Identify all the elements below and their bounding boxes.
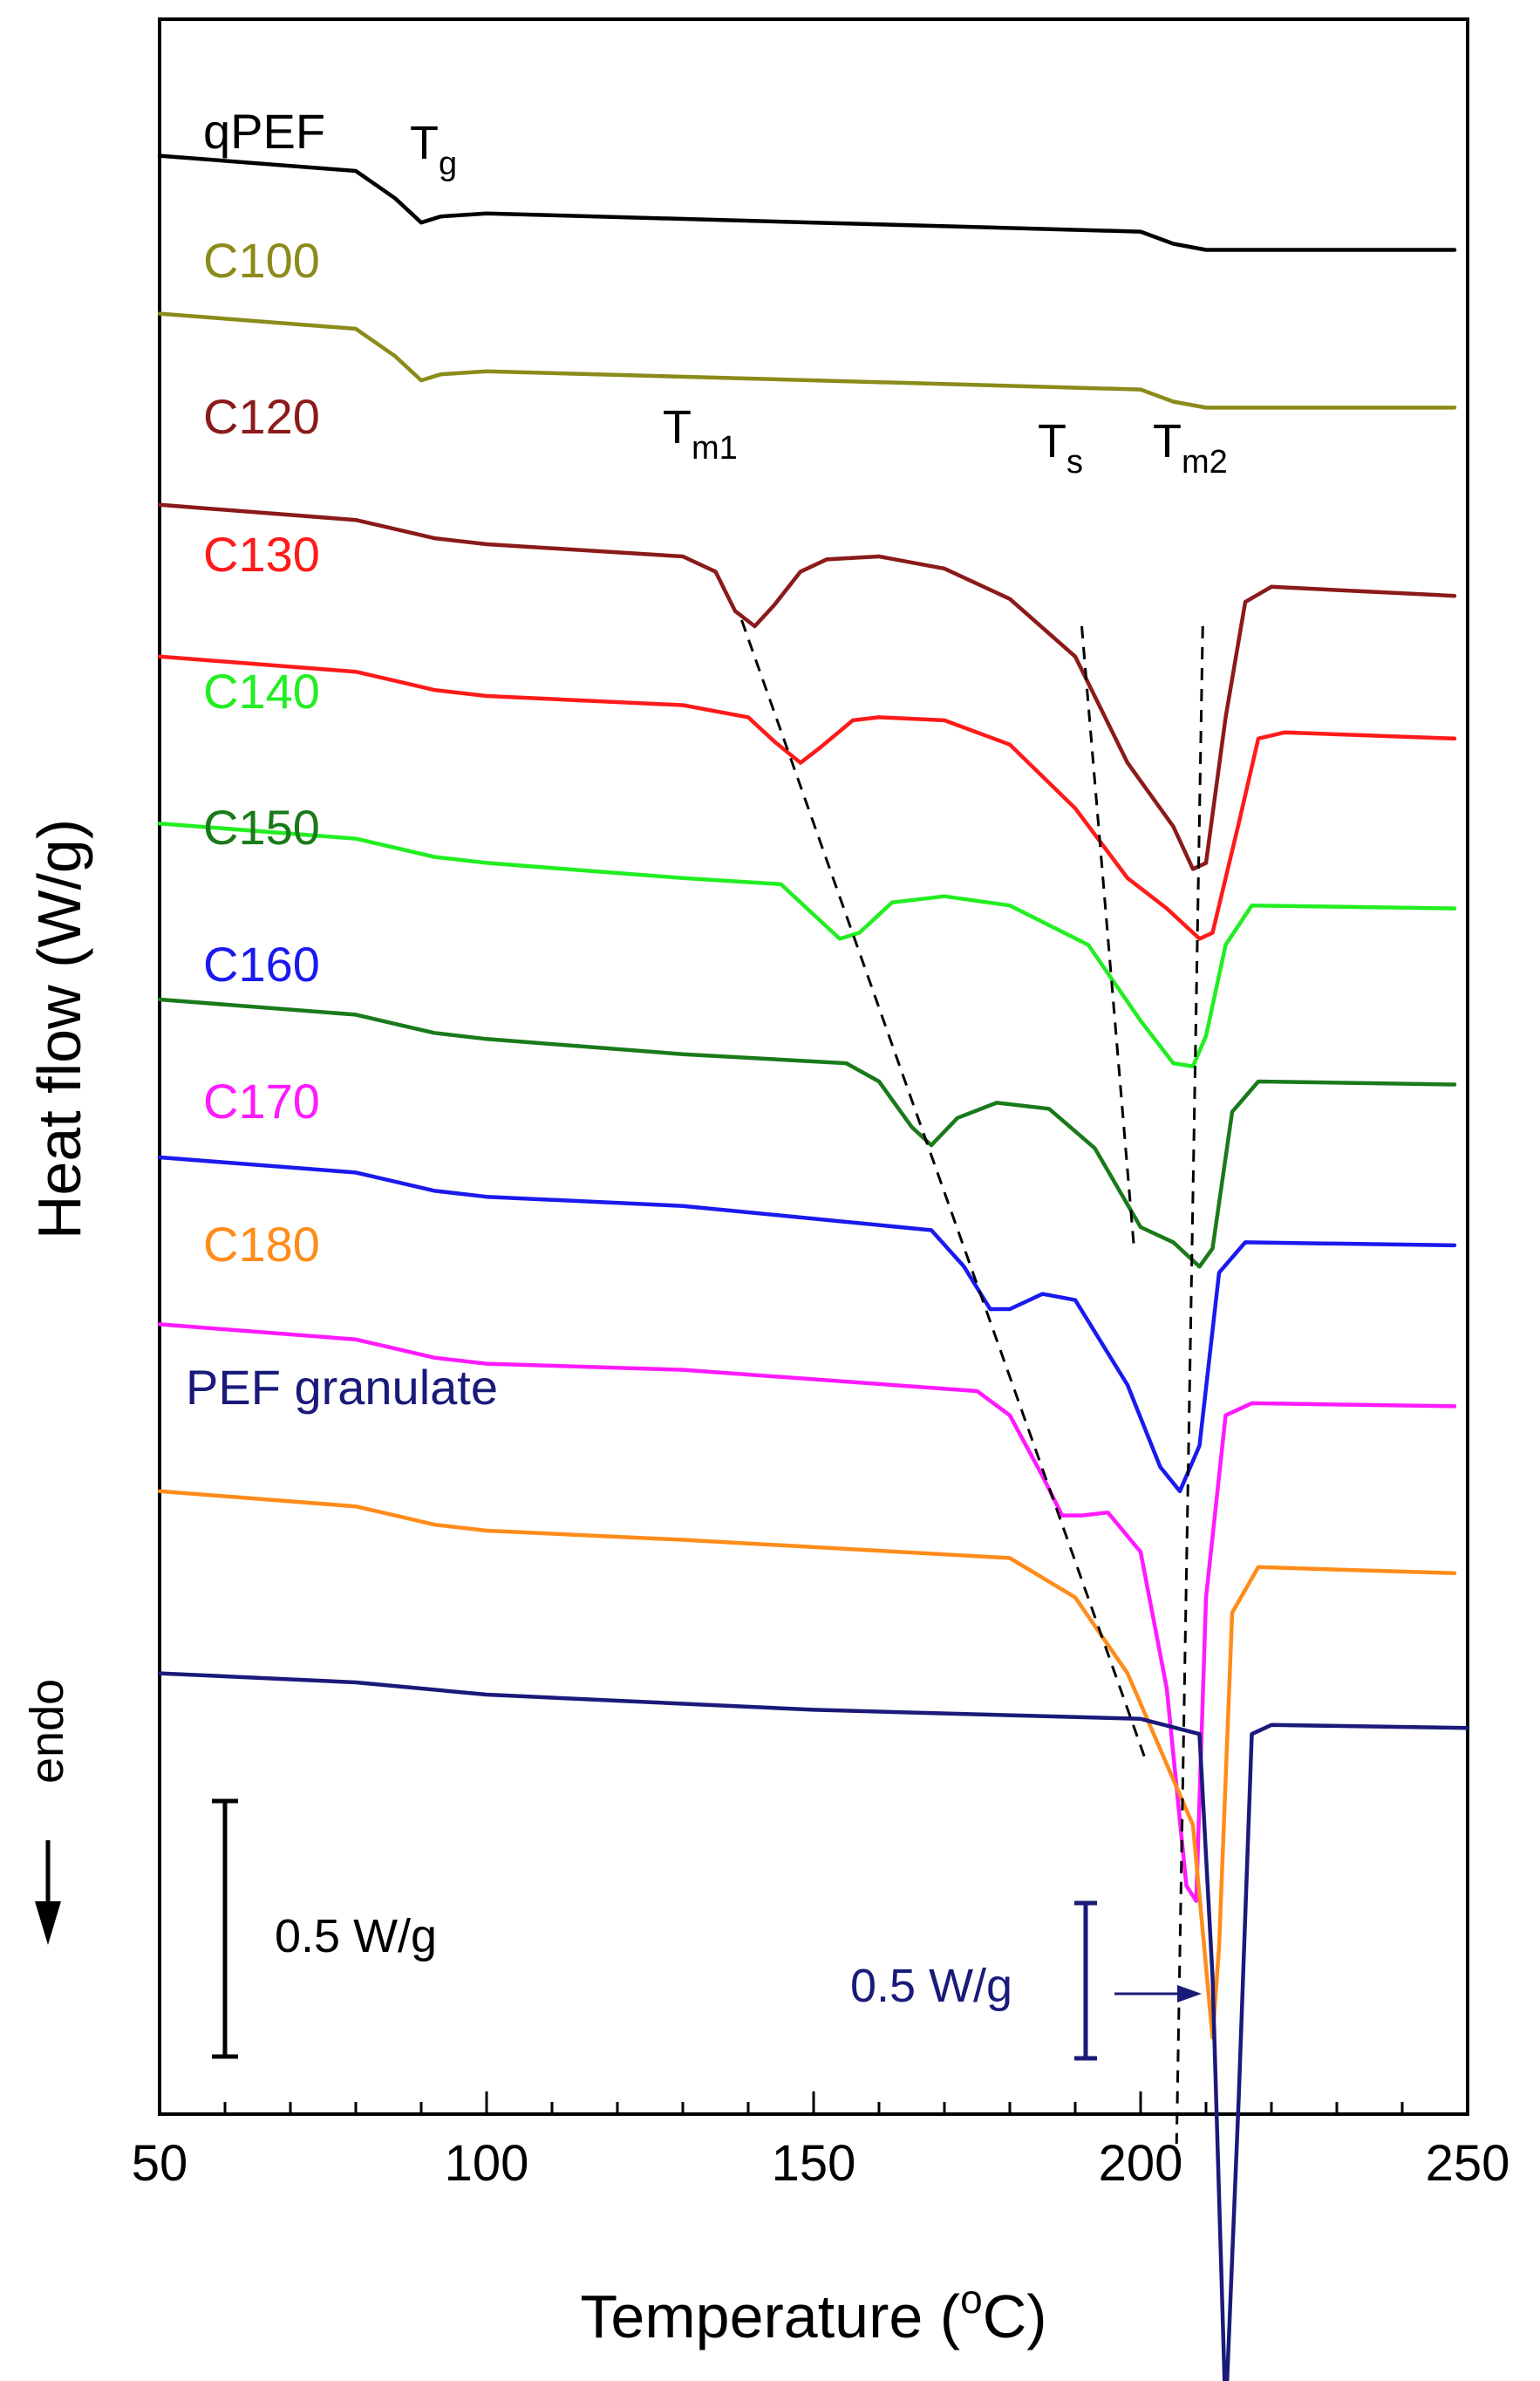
series-label-c140: C140 — [203, 664, 320, 719]
tg-label-sub: g — [439, 146, 457, 182]
scale-bar-black-label: 0.5 W/g — [275, 1910, 437, 1962]
curve-c170 — [157, 1322, 1457, 1903]
dashed-guide-1 — [740, 619, 1148, 1765]
series-label-pef-granulate: PEF granulate — [186, 1360, 498, 1415]
tm2-label-sub: m2 — [1182, 444, 1228, 481]
series-label-c170: C170 — [203, 1074, 320, 1129]
curve-c160 — [157, 1155, 1457, 1494]
x-tick-label: 250 — [1426, 2135, 1510, 2192]
scale-bar-black — [212, 1798, 238, 2059]
endo-label: endo — [21, 1679, 73, 1784]
scale-bar-navy-arrow — [1114, 1985, 1202, 2002]
series-label-c160: C160 — [203, 937, 320, 992]
tm1-label-main: T — [663, 401, 692, 454]
x-tick-label: 200 — [1099, 2135, 1183, 2192]
tg-label: Tg — [410, 117, 457, 182]
curve-qpef — [157, 154, 1457, 252]
plot-frame — [158, 17, 1469, 2116]
x-tick-label: 150 — [772, 2135, 856, 2192]
ts-label-main: T — [1038, 415, 1066, 467]
tg-label-main: T — [410, 117, 439, 169]
series-label-c130: C130 — [203, 527, 320, 582]
tm1-label: Tm1 — [663, 401, 738, 467]
scale-bar-navy-arrow-head-icon — [1177, 1985, 1202, 2002]
series-label-c150: C150 — [203, 800, 320, 855]
scale-bar-navy-label: 0.5 W/g — [850, 1960, 1012, 2012]
y-axis-title: Heat flow (W/g) — [25, 819, 93, 1239]
x-axis-title-main: Temperature ( — [580, 2282, 960, 2350]
series-label-qpef: qPEF — [203, 104, 325, 159]
curve-c130 — [157, 654, 1457, 941]
tm2-label: Tm2 — [1153, 415, 1228, 481]
tm1-label-sub: m1 — [692, 430, 738, 467]
ts-label-sub: s — [1066, 444, 1083, 481]
series-label-c180: C180 — [203, 1217, 320, 1272]
curve-c100 — [157, 311, 1457, 410]
x-ticks-group: 50 100 150 200 250 — [132, 2091, 1510, 2192]
x-tick-label: 50 — [132, 2135, 188, 2192]
dashed-guide-3 — [1175, 625, 1204, 2145]
series-label-c100: C100 — [203, 233, 320, 288]
ts-label: Ts — [1038, 415, 1083, 481]
x-axis-title-tail: C) — [983, 2282, 1047, 2350]
curve-pef-granulate — [157, 1671, 1470, 2381]
x-axis-title-sup: o — [960, 2276, 983, 2322]
dashed-guides-group — [740, 619, 1204, 2145]
x-axis-title: Temperature (oC) — [580, 2276, 1046, 2350]
endo-arrow — [35, 1840, 61, 1945]
endo-arrow-head-icon — [35, 1901, 61, 1945]
curve-c140 — [157, 821, 1457, 1068]
scale-bar-navy — [1074, 1900, 1097, 2061]
tm2-label-main: T — [1153, 415, 1182, 467]
curve-c150 — [157, 997, 1457, 1269]
curves-group: qPEF C100 C120 C130 C140 C150 C160 C170 C180 PEF … — [157, 104, 1470, 2381]
series-label-c120: C120 — [203, 389, 320, 444]
curve-c120 — [157, 502, 1457, 871]
x-tick-label: 100 — [445, 2135, 529, 2192]
